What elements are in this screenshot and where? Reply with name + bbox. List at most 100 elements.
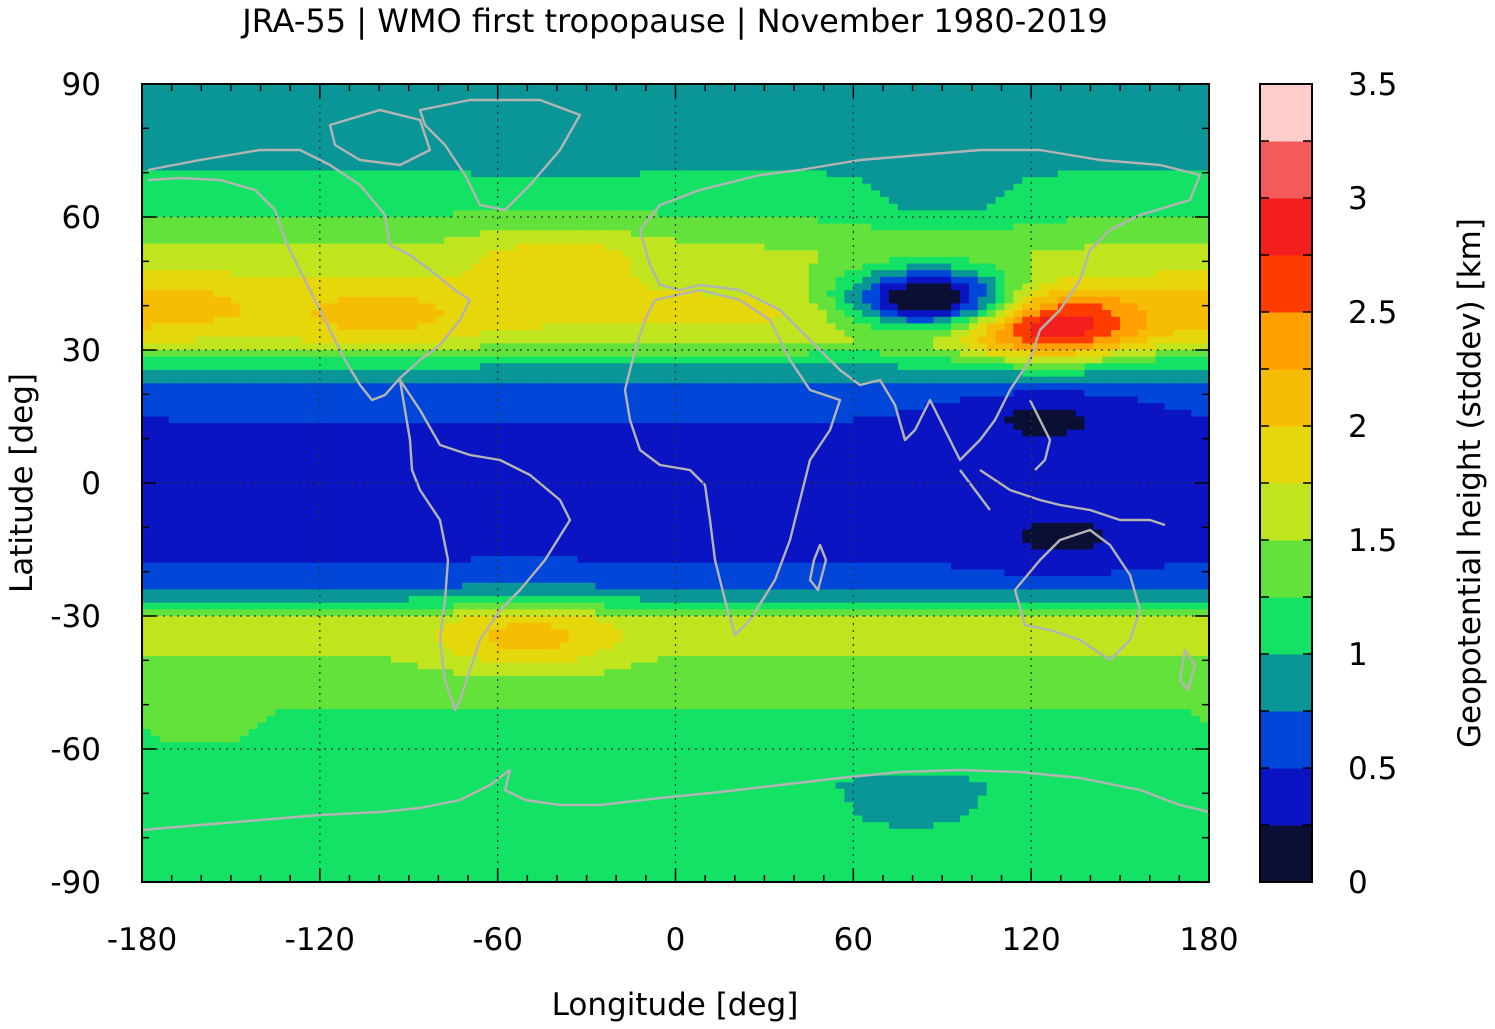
heatmap-cell <box>142 157 152 165</box>
heatmap-cell <box>586 177 597 185</box>
heatmap-cell <box>355 97 365 105</box>
heatmap-cell <box>666 157 677 165</box>
heatmap-cell <box>693 243 703 251</box>
heatmap-cell <box>1146 230 1157 238</box>
heatmap-cell <box>1155 177 1166 185</box>
heatmap-cell <box>1111 130 1121 138</box>
heatmap-cell <box>248 177 259 185</box>
heatmap-cell <box>622 350 632 358</box>
heatmap-cell <box>1155 230 1166 238</box>
heatmap-cell <box>817 276 828 285</box>
heatmap-cell <box>648 303 659 311</box>
heatmap-cell <box>853 170 863 178</box>
heatmap-cell <box>622 310 632 318</box>
heatmap-cell <box>586 110 597 118</box>
heatmap-cell <box>675 250 685 258</box>
heatmap-cell <box>773 103 783 112</box>
heatmap-cell <box>702 290 712 298</box>
heatmap-cell <box>1164 170 1175 178</box>
heatmap-cell <box>222 84 232 92</box>
heatmap-cell <box>1004 183 1014 191</box>
heatmap-cell <box>631 183 641 191</box>
chart-title: JRA-55 | WMO first tropopause | November… <box>240 2 1107 40</box>
heatmap-cell <box>764 90 774 98</box>
heatmap-cell <box>773 316 783 324</box>
heatmap-cell <box>1182 223 1192 231</box>
heatmap-cell <box>462 190 472 198</box>
heatmap-cell <box>844 290 854 298</box>
heatmap-cell <box>213 90 223 98</box>
heatmap-cell <box>880 283 890 291</box>
heatmap-cell <box>248 336 259 344</box>
heatmap-cell <box>675 163 685 172</box>
heatmap-cell <box>355 117 365 125</box>
heatmap-cell <box>782 217 792 225</box>
heatmap-cell <box>862 177 872 185</box>
heatmap-cell <box>960 137 970 145</box>
heatmap-cell <box>1111 316 1121 324</box>
heatmap-cell <box>951 343 961 351</box>
heatmap-cell <box>150 323 161 331</box>
heatmap-cell <box>835 157 846 165</box>
heatmap-cell <box>1164 343 1175 351</box>
heatmap-cell <box>1155 223 1166 231</box>
heatmap-cell <box>275 243 285 251</box>
heatmap-cell <box>568 243 579 251</box>
heatmap-cell <box>248 103 259 112</box>
heatmap-cell <box>951 157 961 165</box>
heatmap-cell <box>1004 223 1014 231</box>
heatmap-cell <box>782 270 792 278</box>
heatmap-cell <box>826 170 837 178</box>
heatmap-cell <box>559 84 570 92</box>
heatmap-cell <box>871 143 881 152</box>
heatmap-cell <box>826 243 837 251</box>
heatmap-cell <box>817 117 828 125</box>
heatmap-cell <box>168 210 179 218</box>
heatmap-cell <box>230 203 241 211</box>
heatmap-cell <box>479 256 490 265</box>
heatmap-cell <box>951 223 961 231</box>
heatmap-cell <box>1191 243 1201 251</box>
heatmap-cell <box>604 323 614 331</box>
heatmap-cell <box>1040 157 1050 165</box>
heatmap-cell <box>960 197 970 205</box>
heatmap-cell <box>595 270 605 278</box>
heatmap-cell <box>337 150 348 158</box>
heatmap-cell <box>551 143 561 152</box>
heatmap-cell <box>728 117 739 125</box>
heatmap-cell <box>150 117 161 125</box>
heatmap-cell <box>373 210 383 218</box>
heatmap-cell <box>1093 310 1103 318</box>
heatmap-cell <box>622 97 632 105</box>
heatmap-cell <box>782 123 792 132</box>
heatmap-cell <box>275 230 285 238</box>
heatmap-cell <box>524 197 534 205</box>
heatmap-cell <box>426 310 437 318</box>
heatmap-cell <box>319 163 330 172</box>
heatmap-cell <box>302 343 312 351</box>
heatmap-cell <box>728 163 739 172</box>
heatmap-cell <box>551 177 561 185</box>
heatmap-cell <box>355 296 365 305</box>
heatmap-cell <box>844 84 854 92</box>
heatmap-cell <box>648 197 659 205</box>
heatmap-cell <box>826 343 837 351</box>
heatmap-cell <box>355 183 365 191</box>
heatmap-cell <box>808 230 819 238</box>
heatmap-cell <box>150 296 161 305</box>
heatmap-cell <box>1128 336 1139 344</box>
heatmap-cell <box>568 190 579 198</box>
heatmap-cell <box>310 356 321 364</box>
heatmap-cell <box>382 310 392 318</box>
heatmap-cell <box>1031 210 1041 218</box>
heatmap-cell <box>1084 230 1095 238</box>
heatmap-cell <box>515 256 525 265</box>
heatmap-cell <box>542 270 552 278</box>
heatmap-cell <box>639 230 650 238</box>
heatmap-cell <box>684 243 694 251</box>
heatmap-cell <box>319 117 330 125</box>
heatmap-cell <box>426 130 437 138</box>
heatmap-cell <box>888 110 899 118</box>
heatmap-cell <box>933 270 943 278</box>
heatmap-cell <box>808 263 819 271</box>
